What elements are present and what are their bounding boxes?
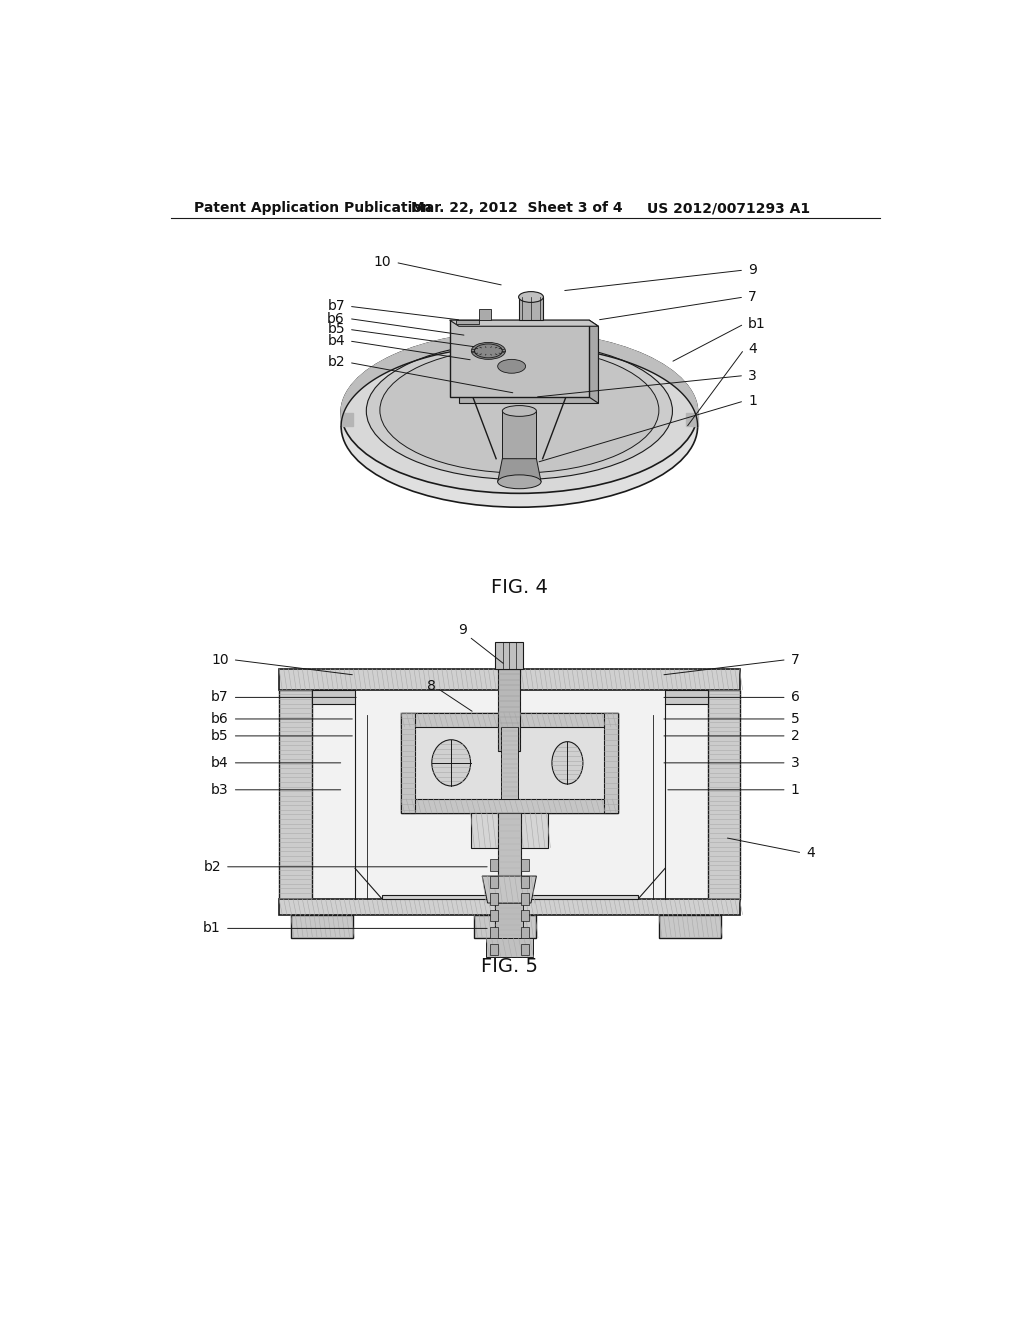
Polygon shape: [521, 892, 528, 904]
Polygon shape: [450, 321, 598, 326]
Polygon shape: [489, 944, 498, 956]
Polygon shape: [521, 909, 528, 921]
Polygon shape: [489, 876, 498, 887]
Polygon shape: [708, 689, 740, 899]
Text: b4: b4: [328, 334, 345, 348]
Text: b5: b5: [328, 322, 345, 337]
Ellipse shape: [432, 739, 471, 785]
Polygon shape: [474, 915, 537, 937]
Polygon shape: [486, 937, 532, 957]
Polygon shape: [501, 726, 518, 799]
Polygon shape: [498, 813, 521, 876]
Polygon shape: [400, 713, 617, 726]
Polygon shape: [496, 903, 523, 937]
Polygon shape: [291, 915, 352, 937]
Polygon shape: [665, 689, 708, 704]
Polygon shape: [521, 944, 528, 956]
Text: Patent Application Publication: Patent Application Publication: [194, 202, 432, 215]
Text: b6: b6: [211, 711, 228, 726]
Polygon shape: [521, 859, 528, 871]
Ellipse shape: [341, 331, 697, 494]
Ellipse shape: [518, 292, 544, 302]
Text: 9: 9: [748, 263, 757, 277]
Ellipse shape: [474, 345, 503, 358]
Text: b7: b7: [328, 300, 345, 313]
Ellipse shape: [498, 475, 541, 488]
Text: 1: 1: [748, 393, 757, 408]
Polygon shape: [518, 297, 544, 321]
Polygon shape: [604, 713, 617, 813]
Polygon shape: [503, 411, 537, 459]
Text: 8: 8: [427, 678, 436, 693]
Text: 4: 4: [748, 342, 757, 356]
Polygon shape: [400, 799, 617, 813]
Polygon shape: [489, 892, 498, 904]
Polygon shape: [489, 927, 498, 939]
Polygon shape: [521, 876, 528, 887]
Polygon shape: [312, 689, 708, 899]
Polygon shape: [341, 331, 697, 426]
Text: b1: b1: [203, 921, 221, 936]
Polygon shape: [589, 321, 598, 404]
Text: FIG. 4: FIG. 4: [490, 578, 548, 597]
Ellipse shape: [367, 342, 673, 479]
Text: 7: 7: [791, 652, 800, 667]
Polygon shape: [341, 412, 352, 426]
Text: 3: 3: [748, 368, 757, 383]
Polygon shape: [499, 669, 520, 751]
Text: Mar. 22, 2012  Sheet 3 of 4: Mar. 22, 2012 Sheet 3 of 4: [411, 202, 623, 215]
Polygon shape: [471, 813, 548, 847]
Polygon shape: [489, 909, 498, 921]
Polygon shape: [400, 713, 415, 813]
Text: 10: 10: [374, 255, 391, 269]
Text: b2: b2: [328, 355, 345, 370]
Polygon shape: [489, 859, 498, 871]
Polygon shape: [382, 895, 638, 899]
Polygon shape: [400, 713, 617, 813]
Ellipse shape: [498, 359, 525, 374]
Polygon shape: [521, 927, 528, 939]
Ellipse shape: [341, 346, 697, 507]
Polygon shape: [280, 669, 740, 689]
Polygon shape: [686, 412, 697, 426]
Text: 5: 5: [791, 711, 800, 726]
Text: b5: b5: [211, 729, 228, 743]
Text: 1: 1: [791, 783, 800, 797]
Text: b6: b6: [328, 312, 345, 326]
Polygon shape: [496, 642, 523, 669]
Text: 7: 7: [748, 290, 757, 304]
Text: 9: 9: [459, 623, 467, 638]
Polygon shape: [658, 915, 721, 937]
Polygon shape: [459, 326, 598, 404]
Text: 6: 6: [791, 690, 800, 705]
Text: US 2012/0071293 A1: US 2012/0071293 A1: [647, 202, 810, 215]
Text: b2: b2: [204, 859, 221, 874]
Text: b7: b7: [211, 690, 228, 705]
Text: 4: 4: [806, 846, 815, 859]
Ellipse shape: [503, 405, 537, 416]
Text: b3: b3: [211, 783, 228, 797]
Text: FIG. 5: FIG. 5: [481, 957, 538, 975]
Polygon shape: [498, 459, 541, 482]
Polygon shape: [280, 899, 740, 915]
Polygon shape: [456, 309, 490, 323]
Polygon shape: [450, 321, 589, 397]
Text: 2: 2: [791, 729, 800, 743]
Text: b1: b1: [748, 317, 766, 331]
Text: 10: 10: [211, 652, 228, 667]
Ellipse shape: [471, 342, 506, 359]
Ellipse shape: [552, 742, 583, 784]
Polygon shape: [280, 689, 312, 899]
Text: b4: b4: [211, 756, 228, 770]
Polygon shape: [482, 876, 537, 903]
Text: 3: 3: [791, 756, 800, 770]
Ellipse shape: [380, 347, 658, 473]
Polygon shape: [312, 689, 355, 704]
